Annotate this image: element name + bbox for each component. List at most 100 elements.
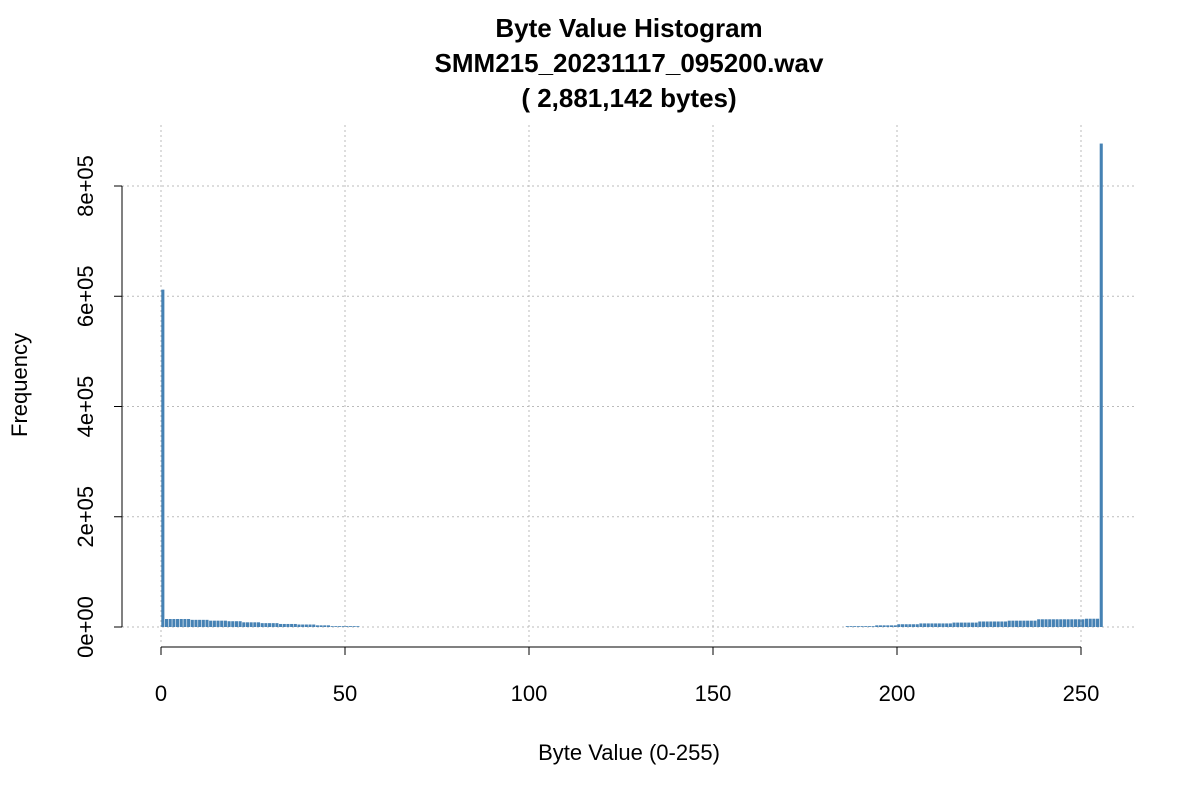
histogram-bar bbox=[1084, 618, 1089, 627]
histogram-bar bbox=[1092, 618, 1096, 627]
histogram-bar bbox=[1004, 621, 1008, 627]
histogram-bar bbox=[1007, 620, 1011, 627]
histogram-bar bbox=[867, 626, 871, 627]
histogram-bar bbox=[179, 619, 183, 627]
histogram-bar bbox=[256, 622, 261, 627]
histogram-bar bbox=[176, 619, 180, 627]
histogram-bar bbox=[1029, 620, 1033, 627]
histogram-bar bbox=[209, 620, 213, 627]
histogram-bar bbox=[989, 621, 993, 627]
histogram-bar bbox=[1062, 619, 1066, 627]
histogram-bar bbox=[1088, 618, 1092, 627]
histogram-bar bbox=[301, 624, 305, 627]
histogram-bar bbox=[1040, 619, 1044, 627]
histogram-bar bbox=[1066, 619, 1070, 627]
histogram-bar bbox=[878, 625, 882, 627]
histogram-bar bbox=[253, 622, 257, 627]
histogram-bar bbox=[1051, 619, 1055, 627]
histogram-bar bbox=[908, 624, 912, 627]
histogram-bar bbox=[937, 623, 941, 627]
histogram-bar bbox=[974, 622, 978, 627]
histogram-bar bbox=[1055, 619, 1059, 627]
histogram-bar bbox=[981, 621, 986, 627]
histogram-bar bbox=[959, 622, 963, 627]
histogram-bar bbox=[893, 625, 897, 627]
histogram-bar bbox=[337, 626, 342, 627]
x-tick-label: 50 bbox=[333, 681, 357, 706]
histogram-bar bbox=[1077, 619, 1081, 627]
histogram-bar bbox=[1099, 143, 1103, 627]
histogram-bar bbox=[183, 619, 187, 627]
histogram-bar bbox=[996, 621, 1000, 627]
histogram-bar bbox=[985, 621, 989, 627]
histogram-bar bbox=[201, 619, 205, 627]
histogram-bar bbox=[1018, 620, 1022, 627]
chart-subtitle-bytes: ( 2,881,142 bytes) bbox=[521, 83, 736, 113]
histogram-bar bbox=[190, 619, 194, 627]
histogram-bar bbox=[164, 619, 169, 627]
histogram-bar bbox=[952, 622, 956, 627]
histogram-bar bbox=[352, 626, 356, 627]
histogram-bar bbox=[198, 619, 202, 627]
x-tick-label: 200 bbox=[879, 681, 916, 706]
histogram-bar bbox=[915, 624, 919, 627]
histogram-bar bbox=[864, 626, 868, 627]
histogram-bar bbox=[875, 625, 879, 627]
histogram-bar bbox=[1096, 618, 1100, 627]
histogram-bar bbox=[249, 622, 253, 627]
x-tick-label: 0 bbox=[155, 681, 167, 706]
histogram-bar bbox=[853, 626, 857, 627]
chart-title: Byte Value Histogram bbox=[495, 13, 762, 43]
histogram-bar bbox=[886, 625, 890, 627]
histogram-bar bbox=[1037, 619, 1041, 627]
histogram-bar bbox=[323, 625, 327, 627]
histogram-bar bbox=[941, 623, 945, 627]
axes: 0e+00 2e+05 4e+05 6e+05 8e+05 0 50 100 150 200 250 bbox=[73, 155, 1099, 706]
histogram-bar bbox=[297, 624, 301, 627]
histogram-bar bbox=[234, 621, 238, 627]
histogram-bar bbox=[930, 623, 934, 627]
histogram-bar bbox=[264, 623, 268, 627]
histogram-bar bbox=[956, 622, 960, 627]
histogram-bar bbox=[260, 623, 264, 627]
histogram-bar bbox=[293, 623, 297, 627]
histogram-bar bbox=[1073, 619, 1078, 627]
y-tick-label: 6e+05 bbox=[73, 265, 98, 327]
histogram-bar bbox=[194, 619, 198, 627]
histogram-bar bbox=[871, 626, 875, 627]
x-tick-label: 100 bbox=[511, 681, 548, 706]
histogram-bar bbox=[963, 622, 967, 627]
histogram-bar bbox=[919, 623, 923, 627]
histogram-bar bbox=[312, 624, 316, 627]
histogram-bar bbox=[856, 626, 860, 627]
histogram-bar bbox=[172, 619, 176, 627]
histogram-bar bbox=[187, 619, 191, 627]
histogram-bar bbox=[315, 625, 319, 627]
histogram-bar bbox=[290, 623, 294, 627]
bars bbox=[161, 143, 1103, 627]
histogram-bar bbox=[889, 625, 894, 627]
histogram-bar bbox=[275, 623, 279, 627]
histogram-bar bbox=[1081, 619, 1085, 627]
histogram-bar bbox=[223, 620, 227, 627]
grid bbox=[122, 125, 1137, 645]
histogram-bar bbox=[912, 624, 916, 627]
histogram-bar bbox=[967, 622, 971, 627]
histogram-bar bbox=[900, 624, 905, 627]
y-tick-label: 2e+05 bbox=[73, 486, 98, 548]
histogram-bar bbox=[882, 625, 886, 627]
histogram-bar bbox=[319, 625, 323, 627]
histogram-bar bbox=[845, 626, 849, 627]
histogram-bar bbox=[1033, 620, 1037, 627]
histogram-bar bbox=[356, 626, 360, 627]
histogram-bar bbox=[161, 289, 165, 627]
y-tick-label: 8e+05 bbox=[73, 155, 98, 217]
histogram-bar bbox=[286, 623, 290, 627]
histogram-bar bbox=[923, 623, 927, 627]
histogram-bar bbox=[904, 624, 908, 627]
histogram-bar bbox=[341, 626, 345, 627]
histogram-bar bbox=[268, 623, 272, 627]
histogram-bar bbox=[945, 623, 949, 627]
histogram-bar bbox=[1000, 621, 1004, 627]
